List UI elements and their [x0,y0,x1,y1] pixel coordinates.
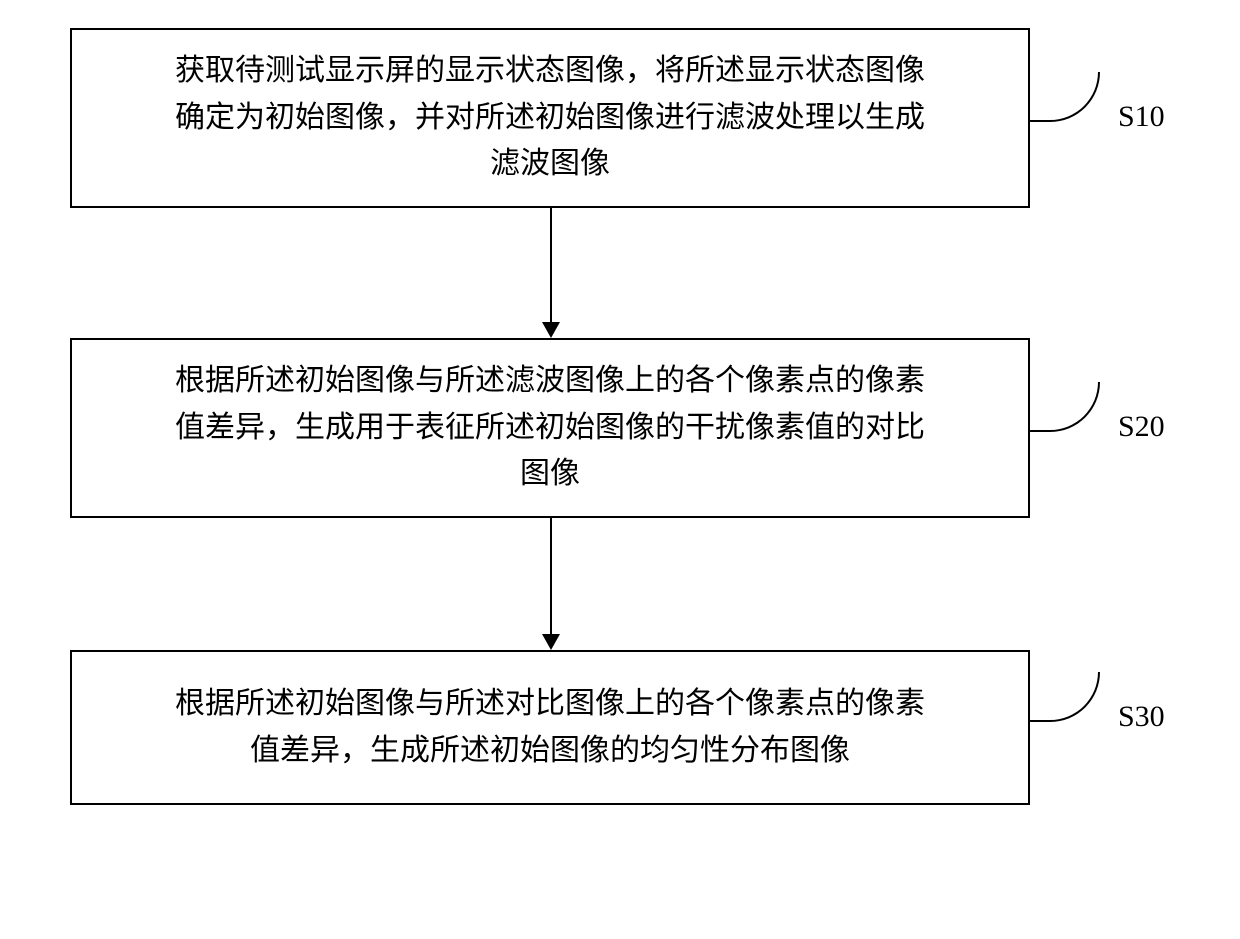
step-label-s30: S30 [1118,700,1165,734]
arrow-s10-s20-head [542,322,560,338]
flow-node-s30-text: 根据所述初始图像与所述对比图像上的各个像素点的像素 值差异，生成所述初始图像的均… [175,681,925,774]
connector-s20 [1030,382,1100,432]
flow-node-s20-text: 根据所述初始图像与所述滤波图像上的各个像素点的像素 值差异，生成用于表征所述初始… [175,358,925,498]
arrow-s20-s30-head [542,634,560,650]
flow-node-s30: 根据所述初始图像与所述对比图像上的各个像素点的像素 值差异，生成所述初始图像的均… [70,650,1030,805]
flow-node-s10-text: 获取待测试显示屏的显示状态图像，将所述显示状态图像 确定为初始图像，并对所述初始… [175,48,925,188]
step-label-s10: S10 [1118,100,1165,134]
flow-node-s10: 获取待测试显示屏的显示状态图像，将所述显示状态图像 确定为初始图像，并对所述初始… [70,28,1030,208]
step-label-s20: S20 [1118,410,1165,444]
arrow-s20-s30-line [550,518,552,634]
arrow-s10-s20-line [550,208,552,322]
flow-node-s20: 根据所述初始图像与所述滤波图像上的各个像素点的像素 值差异，生成用于表征所述初始… [70,338,1030,518]
connector-s30 [1030,672,1100,722]
connector-s10 [1030,72,1100,122]
